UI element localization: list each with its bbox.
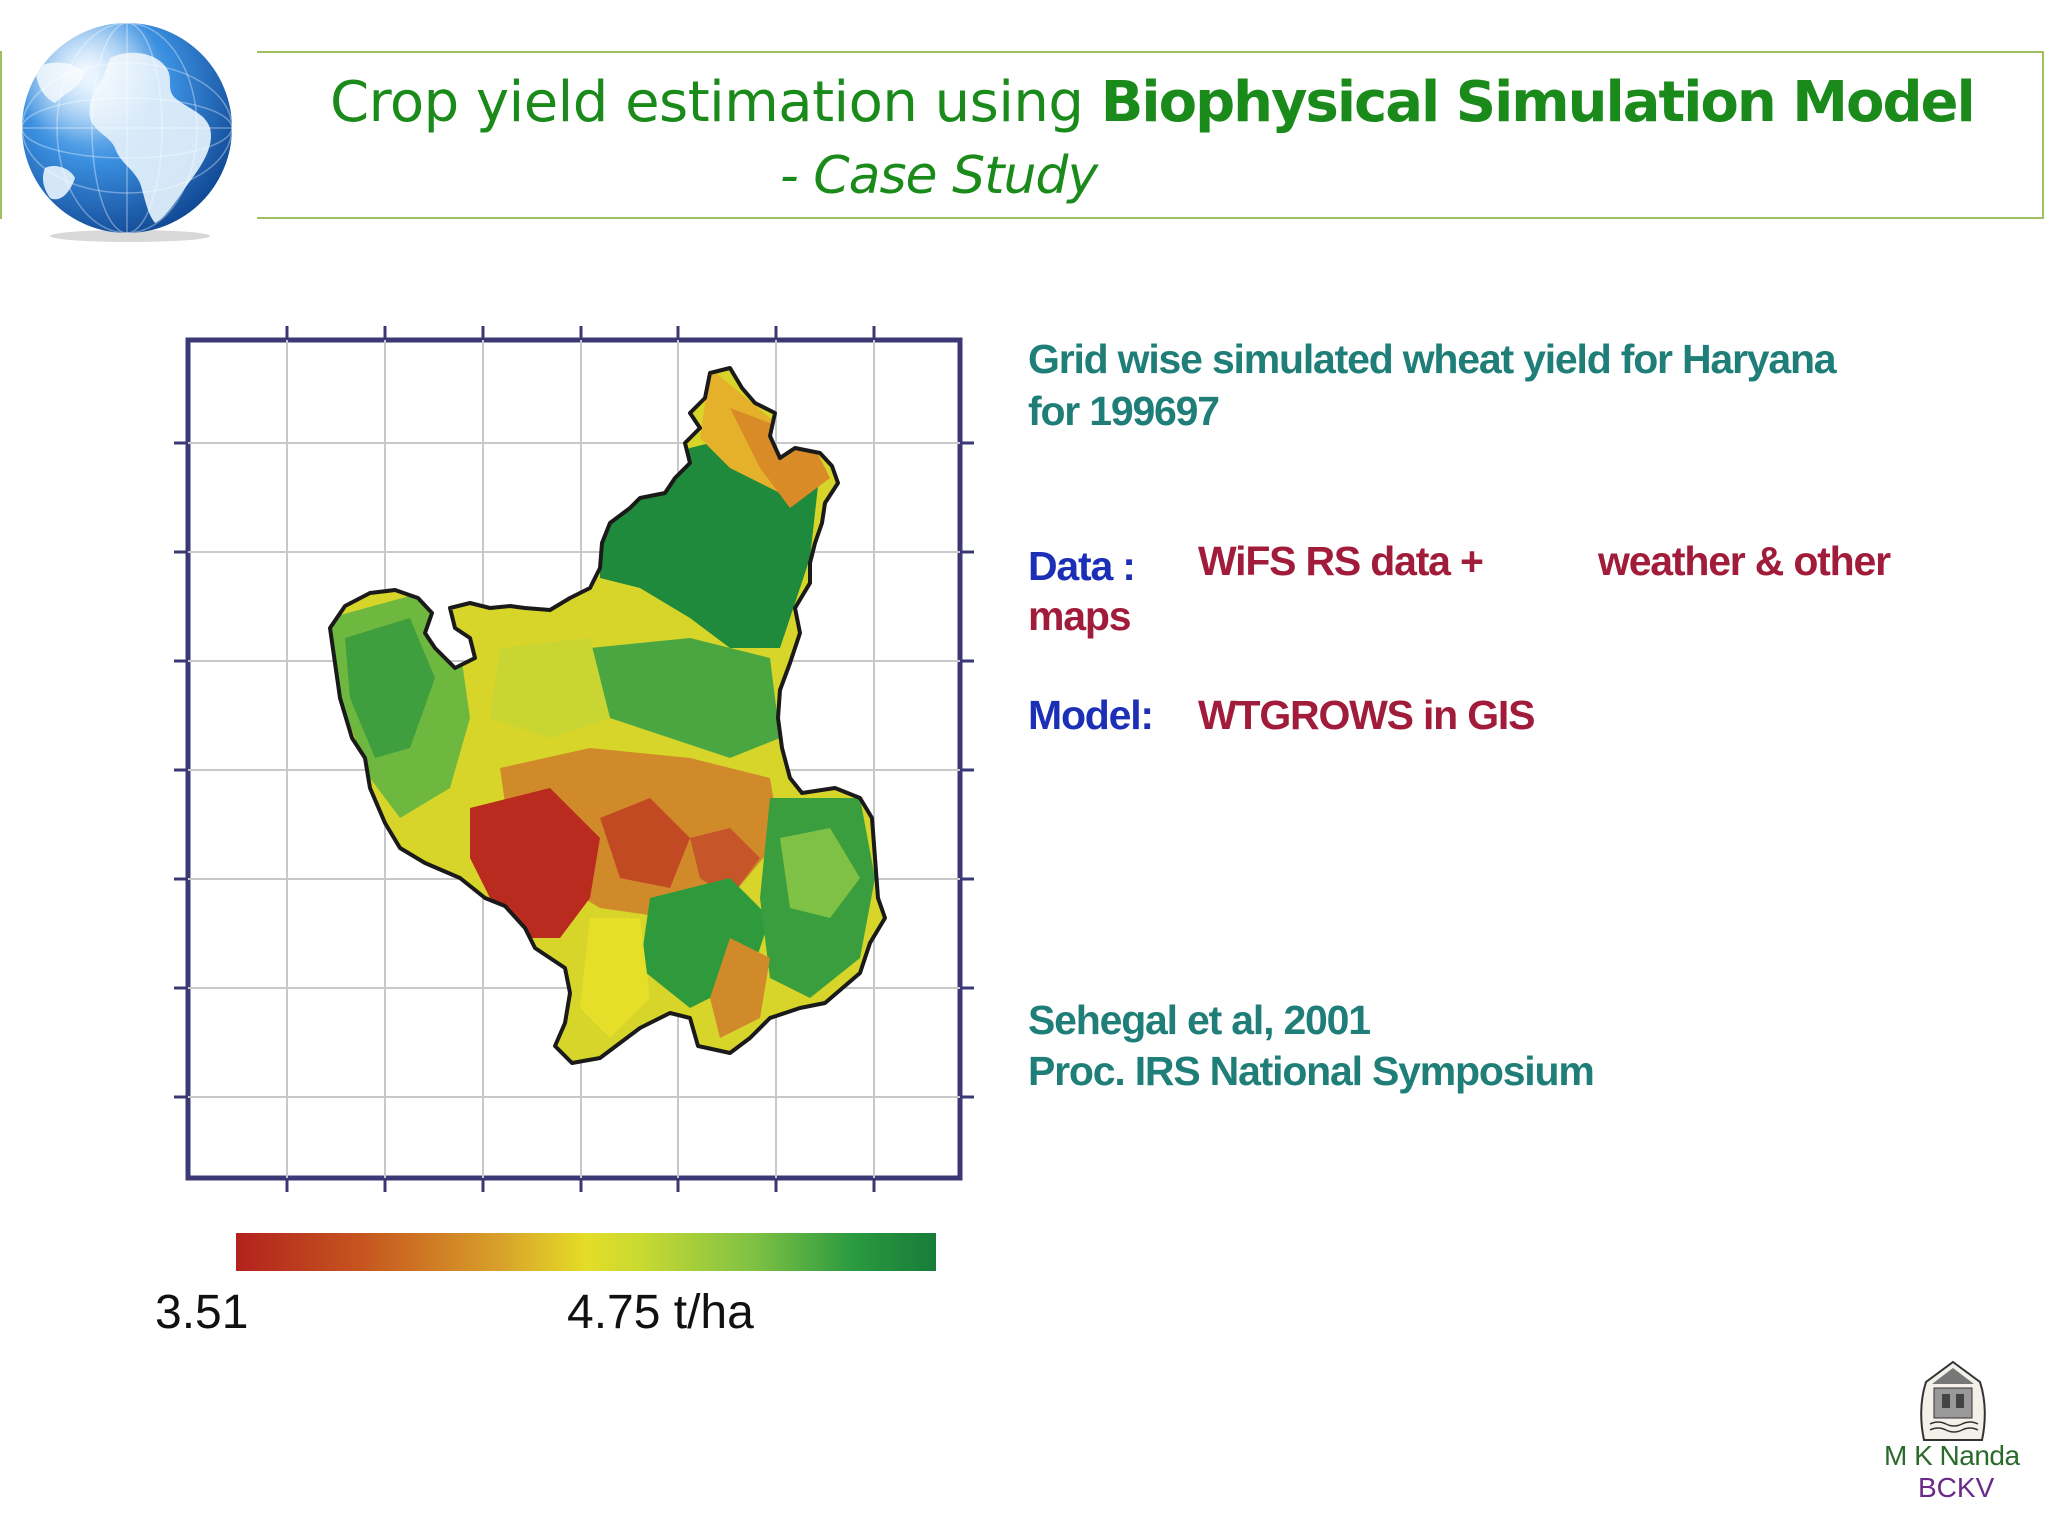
title-left-rule (0, 51, 2, 219)
model-label: Model: (1028, 692, 1154, 738)
university-logo (1920, 1360, 1986, 1441)
title-bold: Biophysical Simulation Model (1100, 70, 1976, 135)
data-value-3: maps (1028, 593, 1132, 639)
colorbar-max-label: 4.75 t/ha (567, 1286, 754, 1339)
title-prefix: Crop yield estimation using (330, 70, 1101, 135)
slide-title: Crop yield estimation using Biophysical … (330, 70, 1976, 135)
globe-icon (22, 23, 232, 242)
slide-subtitle: - Case Study (780, 146, 1098, 206)
data-label: Data : (1028, 543, 1136, 589)
author-name: M K Nanda (1884, 1440, 2020, 1471)
map-heading-line1: Grid wise simulated wheat yield for Hary… (1028, 336, 1837, 382)
citation-line1: Sehegal et al, 2001 (1028, 997, 1371, 1043)
citation-line2: Proc. IRS National Symposium (1028, 1048, 1595, 1094)
author-affiliation: BCKV (1918, 1472, 1995, 1503)
yield-colorbar (236, 1233, 936, 1271)
map-heading-line2: for 199697 (1028, 388, 1220, 434)
model-value: WTGROWS in GIS (1198, 692, 1535, 738)
title-box (257, 51, 2044, 219)
data-value-1: WiFS RS data + (1198, 538, 1484, 584)
yield-map (174, 326, 974, 1192)
data-value-2: weather & other (1598, 538, 1891, 584)
colorbar-min-label: 3.51 (155, 1286, 249, 1339)
